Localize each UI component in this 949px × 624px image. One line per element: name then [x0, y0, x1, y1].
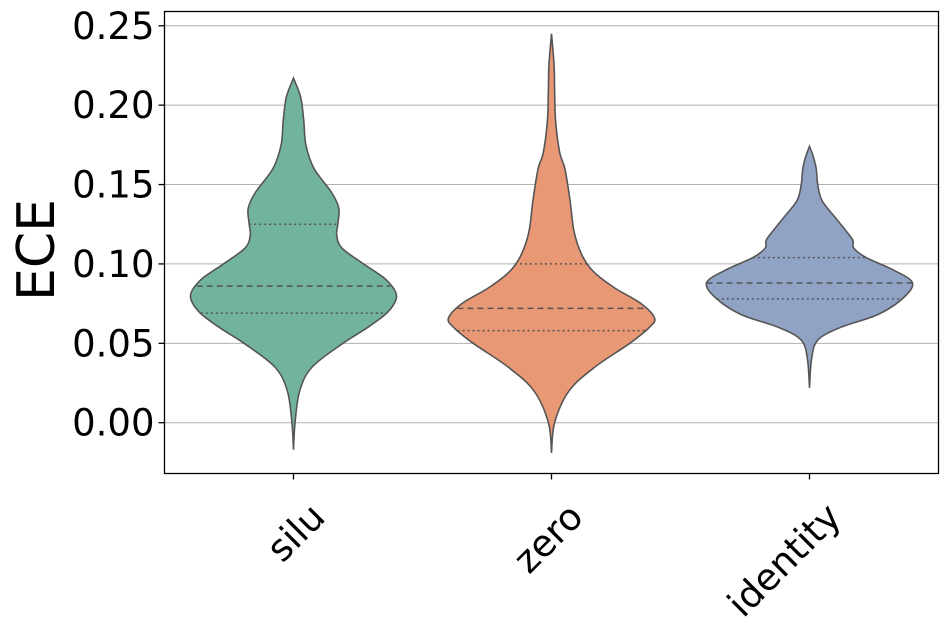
- violin-body: [189, 75, 398, 450]
- y-tick-label: 0.00: [72, 402, 154, 445]
- violin-body: [705, 144, 914, 388]
- y-tick-label: 0.20: [72, 84, 154, 127]
- y-tick-label: 0.15: [72, 164, 154, 207]
- x-tick-label: zero: [505, 495, 591, 581]
- y-tick-label: 0.25: [72, 5, 154, 48]
- x-axis-ticks: silu zero identity: [258, 473, 849, 624]
- violin-zero: [447, 33, 656, 453]
- violin-silu: [189, 75, 398, 450]
- y-tick-label: 0.10: [72, 243, 154, 286]
- y-axis-ticks: 0.00 0.05 0.10 0.15 0.20 0.25: [72, 5, 165, 445]
- violin-identity: [705, 144, 914, 388]
- y-axis-label: ECE: [7, 199, 67, 301]
- y-tick-label: 0.05: [72, 322, 154, 365]
- violin-body: [447, 33, 656, 453]
- violins: [189, 33, 914, 453]
- x-tick-label: silu: [258, 495, 333, 570]
- x-tick-label: identity: [719, 495, 849, 624]
